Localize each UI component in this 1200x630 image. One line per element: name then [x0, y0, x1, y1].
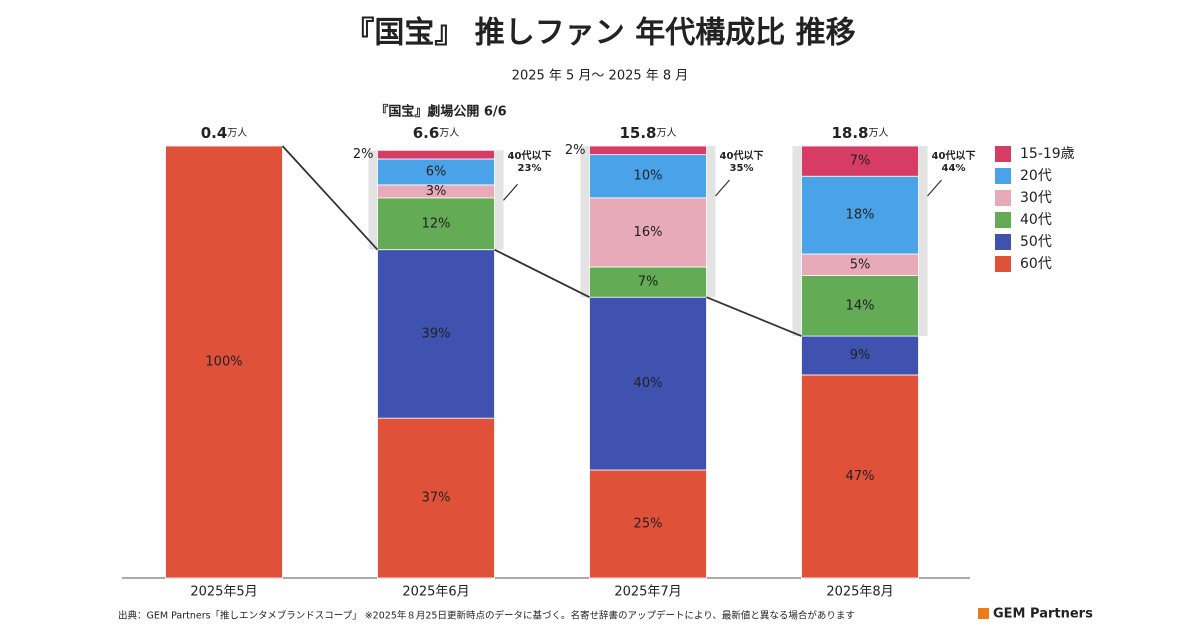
- chart-subtitle: 2025 年 5 月～ 2025 年 8 月: [512, 69, 689, 84]
- under40-label: 40代以下: [720, 149, 764, 162]
- value-label: 10%: [634, 169, 663, 184]
- bar-segment: [165, 145, 283, 579]
- under40-bracket: [927, 179, 942, 197]
- under40-label: 40代以下: [508, 149, 552, 162]
- value-label: 9%: [850, 348, 871, 363]
- connector-line: [706, 296, 802, 337]
- bar-segment: [801, 335, 919, 376]
- total-unit: 万人: [439, 127, 459, 139]
- under40-value: 44%: [942, 163, 966, 174]
- x-tick-label: 2025年6月: [402, 585, 469, 600]
- bar-segment: [589, 469, 707, 579]
- legend-swatch: [995, 168, 1011, 184]
- connector-line: [281, 145, 379, 251]
- legend-label: 40代: [1020, 212, 1052, 228]
- x-tick-label: 2025年8月: [826, 585, 893, 600]
- value-label: 14%: [846, 298, 875, 313]
- connector-line: [494, 248, 590, 299]
- value-label: 2%: [565, 143, 586, 158]
- value-label: 6%: [426, 164, 447, 179]
- value-label: 12%: [422, 216, 451, 231]
- chart-title: 『国宝』 推しファン 年代構成比 推移: [344, 16, 855, 51]
- bar-segment: [589, 197, 707, 268]
- value-label: 2%: [353, 147, 374, 162]
- total-value: 15.8: [619, 124, 656, 142]
- legend-swatch: [995, 190, 1011, 206]
- value-label: 25%: [634, 517, 663, 532]
- x-tick-label: 2025年7月: [614, 585, 681, 600]
- total-value: 18.8: [831, 124, 868, 142]
- under40-value: 23%: [518, 163, 542, 174]
- total-label: 0.4万人: [201, 124, 248, 142]
- value-label: 16%: [634, 225, 663, 240]
- value-label: 40%: [634, 376, 663, 391]
- total-label: 6.6万人: [413, 124, 460, 142]
- bar-segment: [589, 154, 707, 199]
- under40-bracket: [715, 179, 730, 197]
- under40-label: 40代以下: [932, 149, 976, 162]
- bar-segment: [801, 275, 919, 337]
- value-label: 47%: [846, 469, 875, 484]
- bar-segment: [589, 145, 707, 156]
- value-label: 100%: [205, 355, 242, 370]
- value-label: 18%: [846, 208, 875, 223]
- bar-segment: [377, 249, 495, 419]
- value-label: 37%: [422, 491, 451, 506]
- legend-label: 15-19歳: [1020, 146, 1075, 162]
- value-label: 39%: [422, 326, 451, 341]
- total-label: 18.8万人: [831, 124, 888, 142]
- annotation: 『国宝』劇場公開 6/6: [375, 104, 506, 120]
- bar-segment: [801, 145, 919, 177]
- bar-segment: [377, 197, 495, 251]
- total-value: 0.4: [201, 124, 228, 142]
- legend-swatch: [995, 146, 1011, 162]
- value-label: 3%: [426, 184, 447, 199]
- legend-swatch: [995, 212, 1011, 228]
- total-value: 6.6: [413, 124, 440, 142]
- logo: GEM Partners: [993, 607, 1093, 622]
- total-unit: 万人: [869, 127, 889, 139]
- legend-swatch: [995, 234, 1011, 250]
- x-tick-label: 2025年5月: [190, 585, 257, 600]
- legend-label: 50代: [1020, 234, 1052, 250]
- total-unit: 万人: [657, 127, 677, 139]
- source: 出典：GEM Partners「推しエンタメブランドスコープ」 ※2025年８月…: [118, 610, 855, 622]
- value-label: 7%: [638, 275, 659, 290]
- value-label: 7%: [850, 154, 871, 169]
- bar-segment: [377, 149, 495, 160]
- bar-segment: [377, 158, 495, 186]
- bar-segment: [377, 417, 495, 579]
- under40-bracket: [503, 183, 518, 201]
- value-label: 5%: [850, 257, 871, 272]
- bar-segment: [801, 175, 919, 255]
- legend-label: 60代: [1020, 256, 1052, 272]
- logo-mark: [978, 608, 989, 619]
- total-label: 15.8万人: [619, 124, 676, 142]
- legend-label: 20代: [1020, 168, 1052, 184]
- bar-segment: [589, 266, 707, 298]
- bar-segment: [589, 296, 707, 471]
- total-unit: 万人: [227, 127, 247, 139]
- under40-value: 35%: [730, 163, 754, 174]
- legend-label: 30代: [1020, 190, 1052, 206]
- bar-layer: [165, 145, 919, 579]
- legend-swatch: [995, 256, 1011, 272]
